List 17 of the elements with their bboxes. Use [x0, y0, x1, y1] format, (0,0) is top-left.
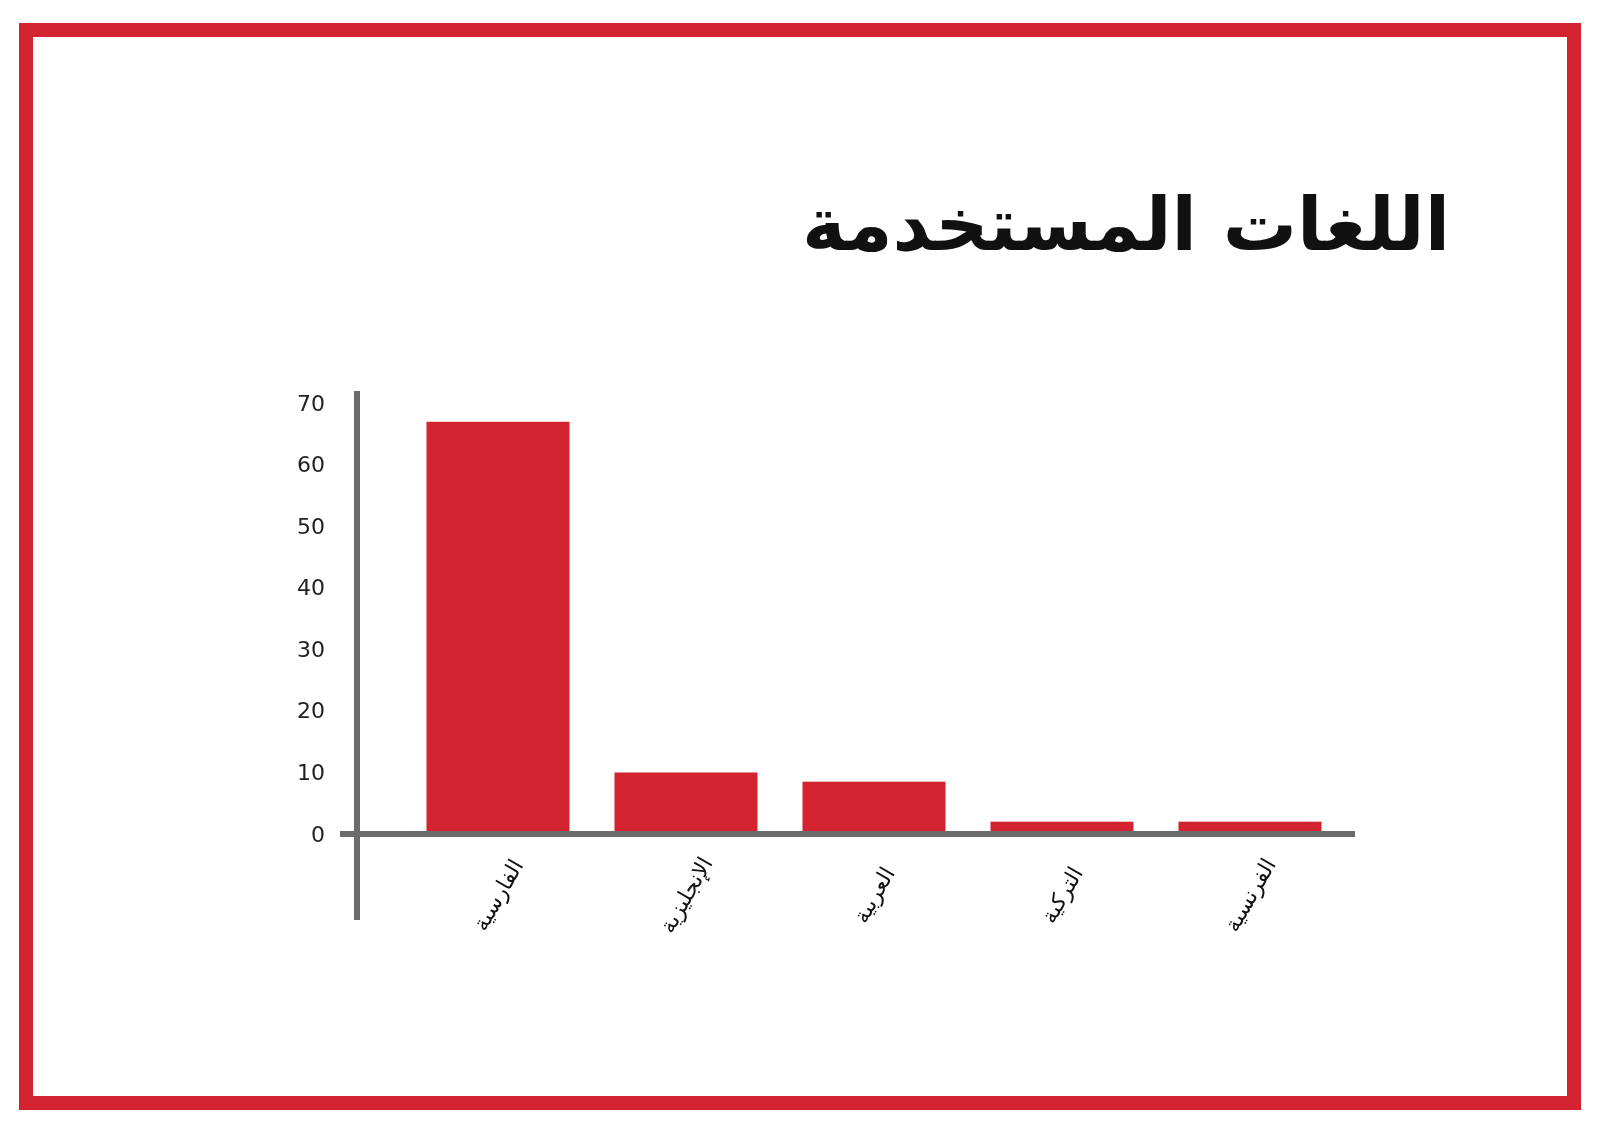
y-tick-label: 0	[311, 821, 325, 847]
x-tick-label: التركية	[1036, 862, 1088, 928]
bar	[614, 772, 758, 834]
y-tick-label: 10	[297, 759, 325, 785]
y-tick-label: 60	[297, 452, 325, 478]
x-tick-label: العربية	[848, 862, 900, 928]
bar	[426, 421, 570, 834]
bar	[802, 781, 946, 834]
y-tick-label: 40	[297, 575, 325, 601]
y-tick-label: 70	[297, 390, 325, 416]
x-tick-label: الفرنسية	[1219, 853, 1281, 937]
y-tick-label: 20	[297, 698, 325, 724]
x-tick-label: الإنجليزية	[654, 852, 718, 938]
y-tick-label: 30	[297, 636, 325, 662]
x-tick-label: الفارسية	[467, 854, 529, 936]
chart-title: اللغات المستخدمة	[801, 181, 1450, 267]
y-tick-label: 50	[297, 513, 325, 539]
